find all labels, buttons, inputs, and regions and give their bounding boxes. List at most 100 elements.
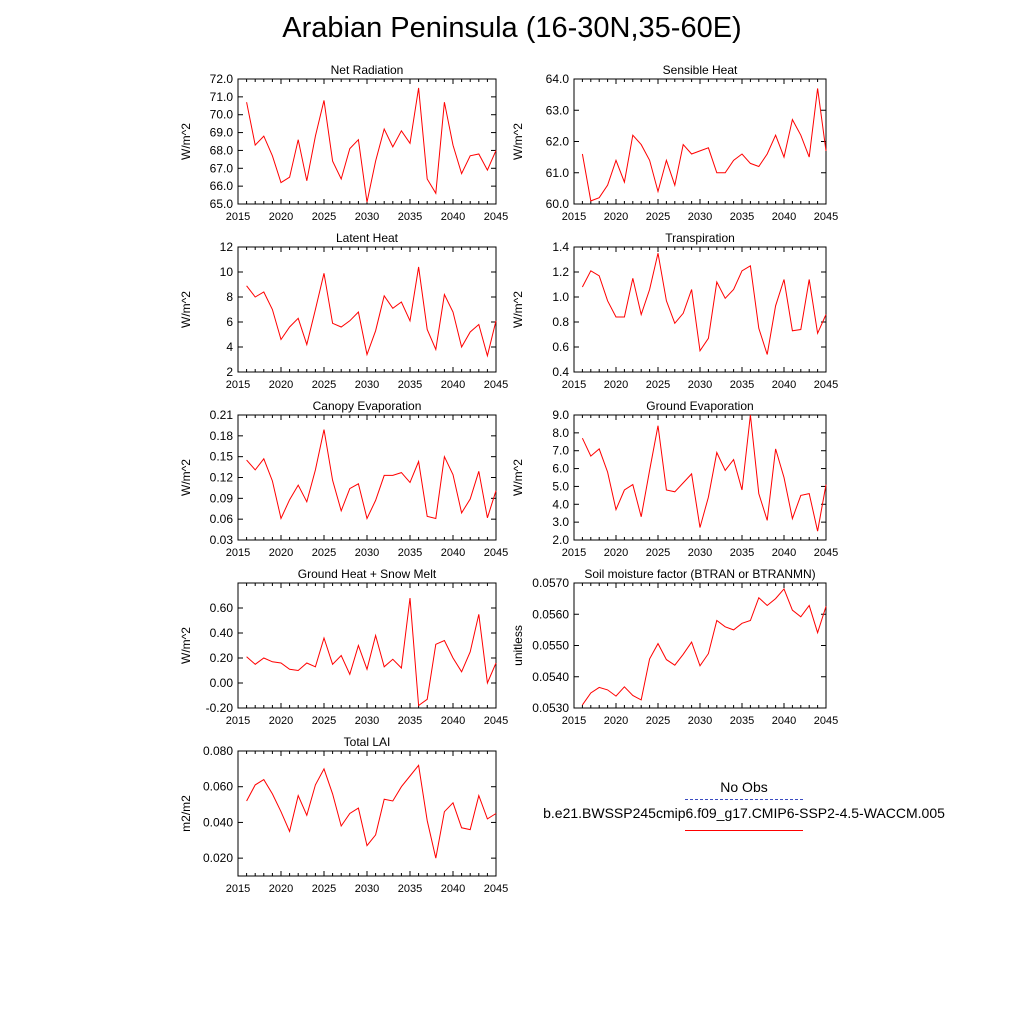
- x-tick-label: 2045: [484, 715, 508, 727]
- plot-frame-6: [573, 414, 827, 541]
- series-line-1: [246, 87, 497, 203]
- legend: No Obs b.e21.BWSSP245cmip6.f09_g17.CMIP6…: [524, 778, 964, 831]
- x-tick-label: 2015: [562, 715, 586, 727]
- y-tick-label: 0.21: [210, 408, 234, 422]
- y-tick-label: 70.0: [210, 108, 234, 122]
- y-tick-label: 66.0: [210, 179, 234, 193]
- chart-panel-8: Soil moisture factor (BTRAN or BTRANMN) 2…: [511, 567, 838, 727]
- y-tick-label: 0.60: [210, 601, 234, 615]
- y-tick-label: 3.0: [552, 515, 569, 529]
- x-tick-label: 2030: [688, 547, 712, 559]
- x-tick-label: 2015: [562, 379, 586, 391]
- y-tick-label: 6: [226, 315, 233, 329]
- chart-title-9: Total LAI: [344, 735, 391, 749]
- x-tick-label: 2035: [398, 211, 422, 223]
- series-line-6: [581, 414, 827, 532]
- x-tick-label: 2015: [562, 211, 586, 223]
- legend-obs-label: No Obs: [720, 779, 768, 795]
- x-tick-label: 2030: [355, 715, 379, 727]
- y-tick-label: 0.6: [552, 340, 569, 354]
- x-tick-label: 2040: [441, 715, 465, 727]
- y-tick-label: 0.0550: [532, 639, 569, 653]
- legend-case-label: b.e21.BWSSP245cmip6.f09_g17.CMIP6-SSP2-4…: [543, 805, 945, 821]
- y-axis-label-2: W/m^2: [511, 123, 525, 160]
- y-axis-label-9: m2/m2: [179, 795, 193, 832]
- y-tick-label: 0.060: [203, 780, 233, 794]
- y-tick-label: 6.0: [552, 462, 569, 476]
- chart-panel-9: Total LAI 2015 2020 2025 2030 2035 2040 2045 0.0…: [179, 735, 508, 895]
- y-tick-label: 0.09: [210, 491, 234, 505]
- plot-frame-5: [237, 414, 497, 541]
- chart-title-5: Canopy Evaporation: [313, 399, 422, 413]
- x-tick-label: 2035: [730, 379, 754, 391]
- chart-panel-1: Net Radiation 2015 2020 2025 2030 2035 2040 204…: [179, 63, 508, 223]
- chart-title-4: Transpiration: [665, 231, 735, 245]
- x-tick-label: 2020: [269, 883, 293, 895]
- x-tick-label: 2045: [484, 883, 508, 895]
- x-tick-label: 2030: [355, 883, 379, 895]
- y-tick-label: 0.00: [210, 676, 234, 690]
- x-tick-label: 2015: [226, 379, 250, 391]
- x-tick-label: 2015: [226, 211, 250, 223]
- y-tick-label: 0.0530: [532, 701, 569, 715]
- x-tick-label: 2030: [688, 715, 712, 727]
- x-tick-label: 2035: [398, 379, 422, 391]
- x-tick-label: 2040: [441, 883, 465, 895]
- y-tick-label: 0.0540: [532, 670, 569, 684]
- x-tick-label: 2045: [814, 379, 838, 391]
- x-tick-label: 2020: [269, 715, 293, 727]
- series-line-8: [581, 587, 827, 706]
- x-tick-label: 2015: [562, 547, 586, 559]
- y-tick-label: 64.0: [546, 72, 570, 86]
- chart-panel-5: Canopy Evaporation 2015 2020 2025 2030 2035 20…: [179, 399, 508, 559]
- y-tick-label: 2.0: [552, 533, 569, 547]
- chart-title-7: Ground Heat + Snow Melt: [298, 567, 437, 581]
- x-tick-label: 2020: [269, 547, 293, 559]
- x-tick-label: 2040: [772, 715, 796, 727]
- x-tick-label: 2040: [772, 211, 796, 223]
- chart-panel-4: Transpiration 2015 2020 2025 2030 2035 2040 204…: [511, 231, 838, 391]
- series-line-4: [581, 253, 827, 355]
- y-tick-label: 10: [220, 265, 234, 279]
- y-tick-label: 0.03: [210, 533, 234, 547]
- y-tick-label: 65.0: [210, 197, 234, 211]
- x-tick-label: 2025: [312, 211, 336, 223]
- y-tick-label: 1.4: [552, 240, 569, 254]
- y-tick-label: 9.0: [552, 408, 569, 422]
- x-tick-label: 2030: [688, 211, 712, 223]
- x-tick-label: 2040: [772, 547, 796, 559]
- x-tick-label: 2030: [688, 379, 712, 391]
- y-tick-label: 69.0: [210, 126, 234, 140]
- x-tick-label: 2025: [312, 715, 336, 727]
- x-tick-label: 2020: [604, 715, 628, 727]
- chart-panel-7: Ground Heat + Snow Melt 2015 2020 2025 2030 2…: [179, 567, 508, 727]
- x-tick-label: 2035: [730, 547, 754, 559]
- y-axis-label-4: W/m^2: [511, 291, 525, 328]
- x-tick-label: 2025: [312, 379, 336, 391]
- x-tick-label: 2045: [814, 715, 838, 727]
- chart-panel-6: Ground Evaporation 2015 2020 2025 2030 2035 20…: [511, 399, 838, 559]
- y-axis-label-8: unitless: [511, 625, 525, 666]
- x-tick-label: 2025: [646, 379, 670, 391]
- y-tick-label: 4: [226, 340, 233, 354]
- x-tick-label: 2035: [730, 715, 754, 727]
- chart-panel-2: Sensible Heat 2015 2020 2025 2030 2035 2040 204…: [511, 63, 838, 223]
- y-tick-label: 68.0: [210, 143, 234, 157]
- y-tick-label: 63.0: [546, 103, 570, 117]
- x-tick-label: 2045: [814, 547, 838, 559]
- y-tick-label: 0.8: [552, 315, 569, 329]
- y-axis-label-6: W/m^2: [511, 459, 525, 496]
- x-tick-label: 2045: [814, 211, 838, 223]
- y-tick-label: 0.06: [210, 512, 234, 526]
- plot-frame-2: [573, 78, 827, 205]
- y-tick-label: 71.0: [210, 90, 234, 104]
- plot-frame-8: [573, 582, 827, 709]
- y-axis-label-1: W/m^2: [179, 123, 193, 160]
- plot-frame-1: [237, 78, 497, 205]
- x-tick-label: 2030: [355, 211, 379, 223]
- y-tick-label: 0.20: [210, 651, 234, 665]
- x-tick-label: 2040: [772, 379, 796, 391]
- y-tick-label: 12: [220, 240, 234, 254]
- y-tick-label: 1.2: [552, 265, 569, 279]
